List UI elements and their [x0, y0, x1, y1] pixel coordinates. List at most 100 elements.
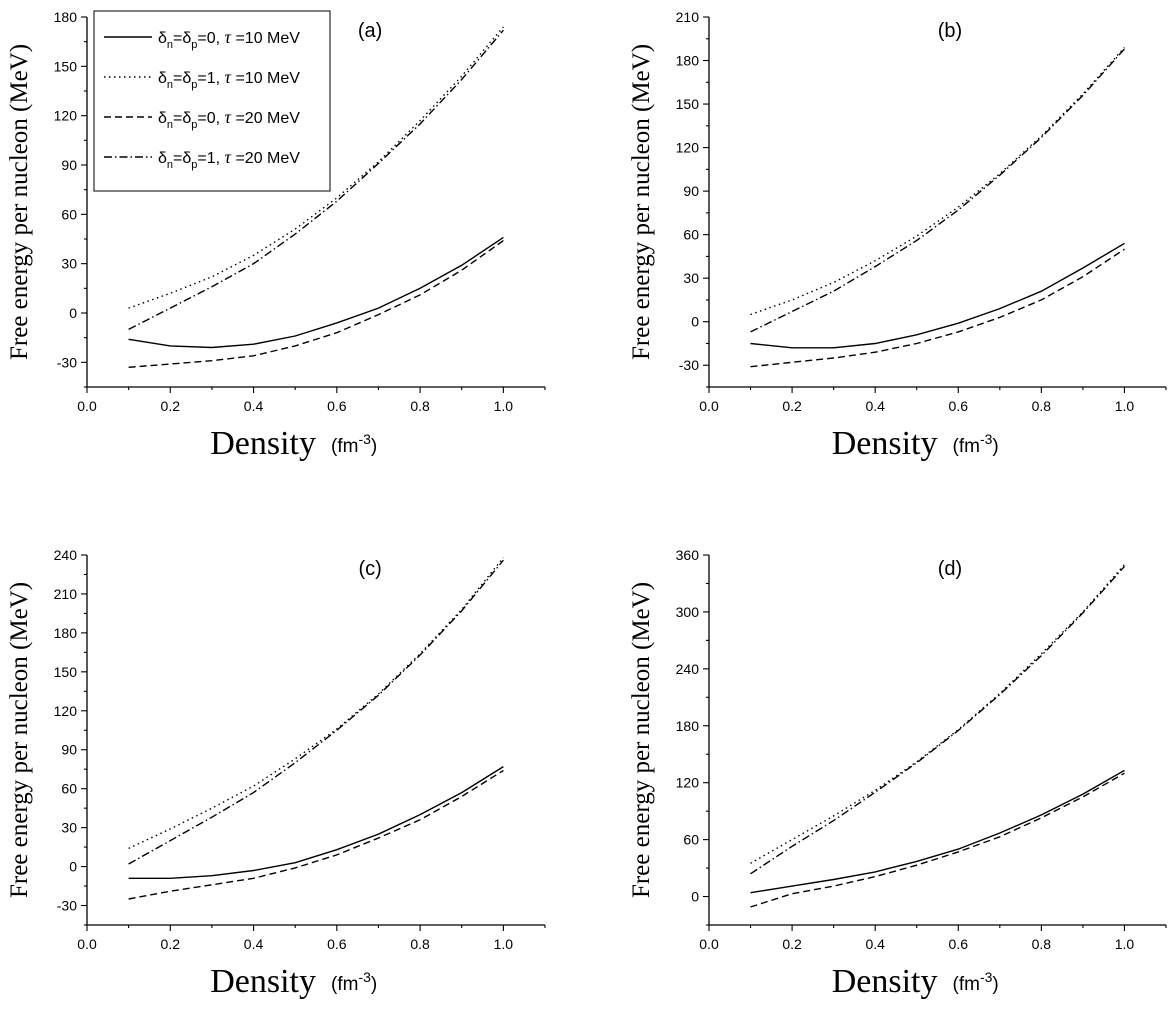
x-tick-label: 0.0: [77, 398, 97, 414]
y-tick-label: -30: [679, 357, 699, 373]
legend-entry: δn=δp=0, τ =10 MeV: [158, 27, 300, 51]
series-line-1: [128, 766, 504, 879]
x-tick-label: 0.6: [327, 398, 347, 414]
y-tick-label: 180: [676, 53, 700, 69]
series-line-3: [128, 240, 504, 368]
y-tick-label: 0: [691, 314, 699, 330]
x-tick-label: 0.4: [244, 936, 264, 952]
y-tick-label: 30: [683, 270, 699, 286]
y-tick-label: 90: [61, 742, 77, 758]
y-tick-label: 210: [54, 586, 78, 602]
x-tick-label: 1.0: [494, 936, 514, 952]
x-tick-label: 0.4: [865, 398, 885, 414]
series-line-2: [750, 47, 1126, 316]
series-line-3: [750, 248, 1125, 368]
legend-entry: δn=δp=1, τ =10 MeV: [158, 67, 300, 91]
series-line-2: [128, 557, 504, 850]
x-tick-label: 0.6: [949, 936, 969, 952]
x-tick-label: 0.2: [161, 398, 181, 414]
y-tick-label: 90: [683, 183, 699, 199]
y-tick-label: 60: [61, 781, 77, 797]
y-tick-label: 210: [676, 9, 700, 25]
x-axis-unit: (fm-3): [331, 431, 377, 457]
y-axis-title: Free energy per nucleon (MeV): [628, 44, 655, 360]
y-tick-label: 240: [676, 661, 700, 677]
series-line-1: [128, 236, 504, 349]
chart-panel-a: 0.0 0.2 0.4 0.6 0.8 1.0 -30 0 30 60 90 120 150 180 Fre…: [6, 9, 546, 462]
y-axis-title: Free energy per nucleon (MeV): [628, 582, 655, 898]
y-tick-label: 150: [54, 664, 78, 680]
y-tick-label: -30: [57, 354, 77, 370]
x-tick-label: 0.8: [1032, 398, 1052, 414]
x-tick-label: 0.2: [782, 398, 802, 414]
y-tick-label: 120: [676, 140, 700, 156]
y-tick-label: 300: [676, 604, 700, 620]
y-tick-label: 60: [61, 206, 77, 222]
y-tick-label: 0: [69, 305, 77, 321]
series-line-4: [128, 29, 504, 331]
x-tick-label: 1.0: [1115, 398, 1135, 414]
x-axis-title: Density: [832, 963, 938, 1000]
x-tick-label: 1.0: [494, 398, 514, 414]
chart-panel-d: 0.0 0.2 0.4 0.6 0.8 1.0 0 60 120 180 240 300 360 Free…: [628, 547, 1167, 1000]
panel-label: (a): [358, 20, 382, 42]
y-tick-label: 180: [676, 718, 700, 734]
y-tick-label: 0: [691, 889, 699, 905]
y-tick-label: 120: [54, 703, 78, 719]
series-line-4: [750, 48, 1126, 333]
x-tick-label: 0.4: [244, 398, 264, 414]
y-tick-label: 180: [54, 9, 78, 25]
chart-panel-c: 0.0 0.2 0.4 0.6 0.8 1.0 -30 0 30 60 90 120 150 180 210…: [6, 547, 546, 1000]
x-tick-label: 0.2: [161, 936, 181, 952]
x-axis-title: Density: [832, 425, 938, 462]
series-line-2: [128, 26, 504, 309]
y-tick-label: 30: [61, 820, 77, 836]
x-axis-title: Density: [210, 963, 316, 1000]
x-axis-unit: (fm-3): [953, 969, 999, 995]
x-tick-label: 0.0: [699, 398, 719, 414]
y-tick-label: -30: [57, 898, 77, 914]
panel-label: (b): [938, 20, 962, 42]
x-tick-label: 0.0: [699, 936, 719, 952]
x-tick-label: 0.6: [327, 936, 347, 952]
series-line-3: [128, 769, 504, 900]
x-tick-label: 0.8: [410, 936, 430, 952]
x-tick-label: 0.8: [1032, 936, 1052, 952]
x-tick-label: 0.0: [77, 936, 97, 952]
panel-label: (d): [938, 558, 962, 580]
y-tick-label: 90: [61, 157, 77, 173]
panel-label: (c): [358, 558, 381, 580]
y-tick-label: 120: [54, 108, 78, 124]
y-tick-label: 30: [61, 256, 77, 272]
y-tick-label: 150: [676, 96, 700, 112]
legend: δn=δp=0, τ =10 MeV δn=δp=1, τ =10 MeV δn=δ…: [93, 10, 331, 192]
y-tick-label: 60: [683, 832, 699, 848]
x-axis-title: Density: [210, 425, 316, 462]
y-tick-label: 60: [683, 227, 699, 243]
y-axis-title: Free energy per nucleon (MeV): [6, 44, 33, 360]
series-line-4: [750, 565, 1126, 875]
x-axis-unit: (fm-3): [953, 431, 999, 457]
legend-box: [93, 10, 331, 192]
y-tick-label: 0: [69, 859, 77, 875]
y-tick-label: 240: [54, 547, 78, 563]
y-tick-label: 180: [54, 625, 78, 641]
series-line-3: [750, 772, 1125, 908]
x-axis-unit: (fm-3): [331, 969, 377, 995]
series-line-2: [750, 564, 1126, 864]
x-tick-label: 1.0: [1115, 936, 1135, 952]
series-line-1: [750, 242, 1125, 349]
y-tick-label: 120: [676, 775, 700, 791]
y-tick-label: 150: [54, 58, 78, 74]
legend-entry: δn=δp=0, τ =20 MeV: [158, 107, 300, 131]
y-axis-title: Free energy per nucleon (MeV): [6, 582, 33, 898]
x-tick-label: 0.2: [782, 936, 802, 952]
x-tick-label: 0.4: [865, 936, 885, 952]
series-line-4: [128, 559, 504, 865]
y-tick-label: 360: [676, 547, 700, 563]
chart-panel-b: 0.0 0.2 0.4 0.6 0.8 1.0 -30 0 30 60 90 120 150 180 210…: [628, 9, 1167, 462]
x-tick-label: 0.6: [949, 398, 969, 414]
legend-entry: δn=δp=1, τ =20 MeV: [158, 147, 300, 171]
x-tick-label: 0.8: [410, 398, 430, 414]
